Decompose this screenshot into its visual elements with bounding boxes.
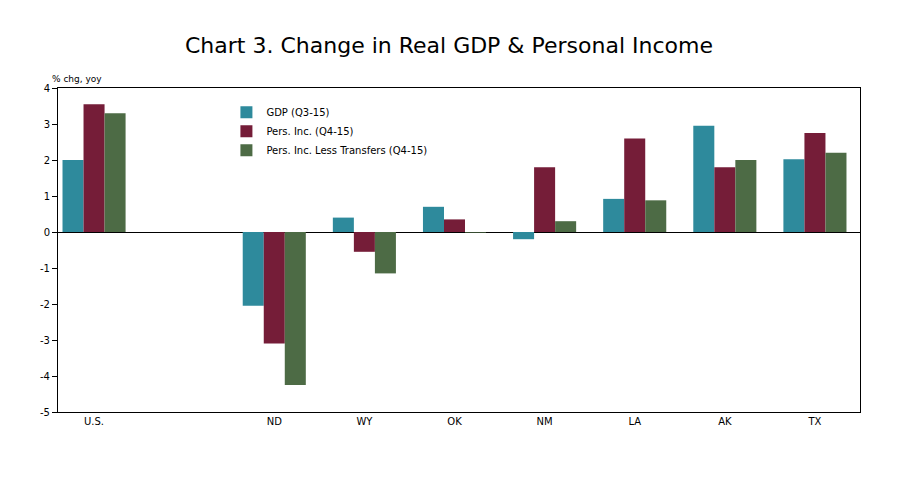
svg-text:4: 4 [44, 83, 50, 94]
svg-text:WY: WY [356, 416, 373, 427]
svg-text:1: 1 [44, 191, 50, 202]
svg-text:-3: -3 [40, 335, 50, 346]
svg-text:Pers. Inc. (Q4-15): Pers. Inc. (Q4-15) [266, 126, 353, 137]
svg-text:NM: NM [537, 416, 553, 427]
svg-text:OK: OK [447, 416, 462, 427]
svg-text:GDP (Q3-15): GDP (Q3-15) [266, 107, 329, 118]
svg-text:LA: LA [628, 416, 641, 427]
svg-text:ND: ND [267, 416, 282, 427]
svg-text:0: 0 [44, 227, 50, 238]
svg-text:TX: TX [807, 416, 821, 427]
svg-text:-4: -4 [40, 371, 50, 382]
svg-text:U.S.: U.S. [84, 416, 104, 427]
svg-text:3: 3 [44, 119, 50, 130]
svg-text:2: 2 [44, 155, 50, 166]
svg-text:-5: -5 [40, 407, 50, 418]
svg-text:-1: -1 [40, 263, 50, 274]
svg-text:AK: AK [718, 416, 732, 427]
svg-text:Chart 3. Change in Real GDP &: Chart 3. Change in Real GDP & Personal I… [185, 33, 713, 58]
svg-text:% chg, yoy: % chg, yoy [52, 74, 102, 84]
svg-text:-2: -2 [40, 299, 50, 310]
svg-text:Pers. Inc. Less Transfers (Q4-: Pers. Inc. Less Transfers (Q4-15) [266, 145, 427, 156]
